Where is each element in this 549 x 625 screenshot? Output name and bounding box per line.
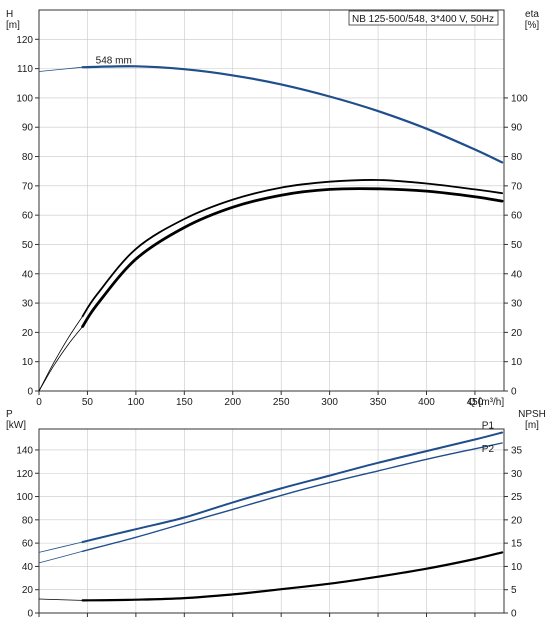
left-tick-label: 70 — [22, 181, 34, 192]
x-tick-label: 200 — [224, 397, 241, 408]
right-tick-label: 25 — [511, 492, 523, 503]
curve-extension — [38, 550, 83, 564]
left-tick-label: 110 — [17, 64, 33, 75]
curve-extension — [38, 541, 83, 553]
right-tick-label: 70 — [511, 181, 523, 192]
x-axis-title: Q [m³/h] — [468, 397, 504, 408]
title-frame — [348, 10, 499, 26]
series-label-p1: P1 — [482, 420, 495, 431]
right-axis: 0 5 10 15 20 25 30 35 — [504, 445, 523, 620]
x-tick-label: 100 — [128, 397, 145, 408]
left-axis: 0 10 20 30 40 50 60 70 80 90 100 110 120 — [16, 35, 39, 398]
series-group — [38, 65, 504, 392]
left-tick-label: 40 — [22, 269, 34, 280]
series-p1 — [81, 431, 504, 543]
right-axis-title: eta — [525, 9, 539, 20]
x-tick-label: 0 — [36, 397, 42, 408]
left-tick-label: 140 — [16, 445, 33, 456]
left-tick-label: 60 — [22, 539, 34, 550]
left-tick-label: 120 — [16, 35, 33, 46]
left-tick-label: 60 — [22, 211, 34, 222]
right-tick-label: 40 — [511, 269, 523, 280]
left-tick-label: 120 — [16, 469, 33, 480]
right-tick-label: 15 — [511, 539, 523, 550]
series-p2 — [81, 442, 503, 552]
x-tick-label: 150 — [176, 397, 193, 408]
left-tick-label: 30 — [22, 299, 34, 310]
left-tick-label: 80 — [22, 152, 34, 163]
left-tick-label: 0 — [27, 609, 33, 620]
right-tick-label: 5 — [511, 585, 517, 596]
left-tick-label: 20 — [22, 328, 34, 339]
right-tick-label: 0 — [511, 387, 517, 398]
series-548-mm — [81, 65, 504, 164]
x-tick-label: 350 — [370, 397, 387, 408]
right-tick-label: 90 — [511, 123, 523, 134]
plot-frame — [38, 428, 505, 614]
series-line-2 — [81, 179, 503, 318]
right-tick-label: 30 — [511, 469, 523, 480]
left-axis-unit: [m] — [6, 20, 20, 31]
power-npsh-panel: 0 20 40 60 80 100 120 140 0 5 10 15 20 25 30 35 P[kW] NPS… — [6, 409, 546, 620]
right-tick-label: 10 — [511, 562, 523, 573]
right-axis-unit: [m] — [525, 420, 539, 431]
grid — [39, 10, 504, 391]
curve-extension — [38, 315, 83, 392]
title-box: NB 125-500/548, 3*400 V, 50Hz — [348, 10, 499, 26]
chart-title: NB 125-500/548, 3*400 V, 50Hz — [352, 14, 494, 25]
left-axis-title: H — [6, 9, 13, 20]
x-tick-label: 450 — [467, 397, 484, 408]
series-line-3 — [81, 187, 504, 328]
right-tick-label: 10 — [511, 357, 523, 368]
right-tick-label: 30 — [511, 299, 523, 310]
left-axis-title: P — [6, 409, 13, 420]
right-tick-label: 50 — [511, 240, 523, 251]
right-tick-label: 80 — [511, 152, 523, 163]
left-axis-unit: [kW] — [6, 420, 26, 431]
right-tick-label: 100 — [511, 93, 528, 104]
right-axis: 0 10 20 30 40 50 60 70 80 90 100 — [504, 93, 528, 398]
curve-annotation: 548 mm — [96, 56, 132, 67]
grid — [39, 429, 504, 613]
x-tick-label: 400 — [418, 397, 435, 408]
x-tick-label: 250 — [273, 397, 290, 408]
left-tick-label: 50 — [22, 240, 34, 251]
left-tick-label: 80 — [22, 515, 34, 526]
left-tick-label: 0 — [27, 387, 33, 398]
left-tick-label: 100 — [16, 492, 33, 503]
curve-extension — [38, 598, 83, 601]
series-label-p2: P2 — [482, 444, 495, 455]
right-axis-unit: [%] — [525, 20, 540, 31]
series-line-4 — [81, 551, 504, 602]
right-axis-title: NPSH — [518, 409, 546, 420]
right-tick-label: 0 — [511, 609, 517, 620]
x-axis — [38, 613, 476, 617]
curve-extension — [38, 66, 83, 72]
right-tick-label: 20 — [511, 515, 523, 526]
left-tick-label: 90 — [22, 123, 34, 134]
left-tick-label: 10 — [22, 357, 34, 368]
head-efficiency-panel: 0 10 20 30 40 50 60 70 80 90 100 110 120 0 10 20 30 40 50 6… — [6, 9, 539, 408]
left-axis: 0 20 40 60 80 100 120 140 — [16, 445, 39, 620]
right-tick-label: 60 — [511, 211, 523, 222]
series-group — [38, 431, 504, 602]
right-tick-label: 20 — [511, 328, 523, 339]
left-tick-label: 40 — [22, 562, 34, 573]
x-tick-label: 50 — [82, 397, 94, 408]
x-tick-label: 300 — [321, 397, 338, 408]
right-tick-label: 35 — [511, 445, 523, 456]
left-tick-label: 100 — [16, 93, 33, 104]
left-tick-label: 20 — [22, 585, 34, 596]
curve-extension — [38, 326, 83, 392]
plot-frame — [38, 9, 505, 392]
